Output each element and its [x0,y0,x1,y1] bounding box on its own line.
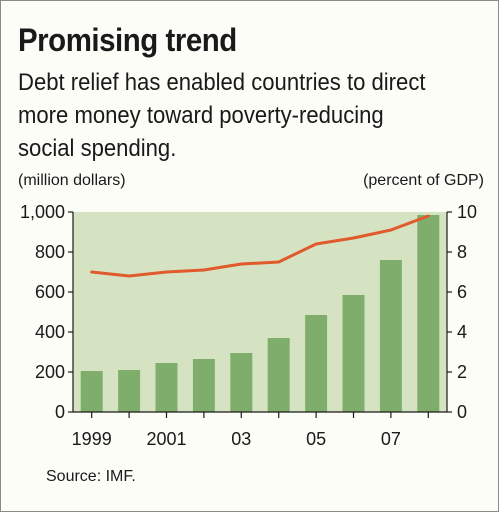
right-tick-label: 4 [457,322,467,342]
chart-subtitle: Debt relief has enabled countries to dir… [18,66,450,165]
x-tick-label: 05 [306,429,326,449]
left-axis-unit: (million dollars) [18,172,126,189]
right-tick-label: 0 [457,402,467,422]
bar-2007 [379,260,402,412]
x-tick-label: 2001 [146,429,186,449]
subtitle-line-2: more money toward poverty-reducing [18,102,384,129]
x-tick-label: 03 [231,429,251,449]
left-tick-label: 800 [35,242,65,262]
left-tick-label: 1,000 [20,202,65,222]
bar-2006 [342,295,365,412]
x-tick-label: 07 [381,429,401,449]
right-tick-label: 6 [457,282,467,302]
bar-1999 [80,371,103,412]
left-tick-label: 200 [35,362,65,382]
subtitle-line-3: social spending. [18,135,177,162]
bar-2002 [192,359,215,412]
right-axis-unit: (percent of GDP) [363,172,484,189]
right-tick-label: 8 [457,242,467,262]
chart-title: Promising trend [18,22,237,58]
bar-2003 [230,353,253,412]
left-tick-label: 600 [35,282,65,302]
x-tick-label: 1999 [72,429,112,449]
left-tick-label: 0 [55,402,65,422]
source-note: Source: IMF. [46,468,136,485]
right-tick-label: 2 [457,362,467,382]
bar-2001 [155,363,178,412]
bar-2005 [305,315,328,412]
bar-2004 [267,338,290,412]
left-tick-label: 400 [35,322,65,342]
bar-2000 [118,370,141,412]
subtitle-line-1: Debt relief has enabled countries to dir… [18,69,426,96]
gdp-line [90,214,430,278]
bar-2008 [417,215,440,412]
right-tick-label: 10 [457,202,477,222]
